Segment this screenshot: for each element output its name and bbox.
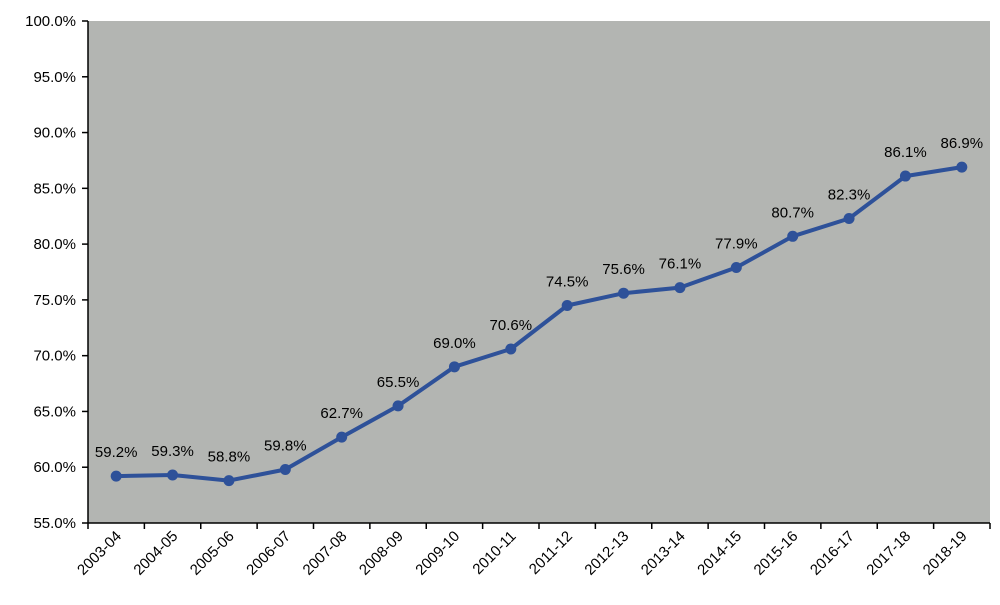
x-tick-label: 2006-07 bbox=[243, 528, 294, 579]
series-line bbox=[114, 165, 964, 483]
x-tick-label: 2007-08 bbox=[300, 528, 351, 579]
y-tick-label: 65.0% bbox=[33, 403, 76, 420]
x-tick-label: 2008-09 bbox=[356, 528, 407, 579]
y-tick-label: 85.0% bbox=[33, 180, 76, 197]
data-label: 74.5% bbox=[546, 273, 589, 290]
y-tick-label: 95.0% bbox=[33, 69, 76, 86]
data-label: 70.6% bbox=[490, 317, 533, 334]
x-axis: 2003-04 2004-05 2005-06 2006-07 2007-08 2008-… bbox=[74, 522, 991, 579]
x-tick-label: 2015-16 bbox=[751, 528, 802, 579]
y-axis: 55.0% 60.0% 65.0% 70.0% 75.0% 80.0% 85.0% 90.0%… bbox=[25, 13, 89, 532]
data-point bbox=[223, 475, 235, 487]
data-point bbox=[448, 361, 460, 373]
data-label: 69.0% bbox=[433, 335, 476, 352]
data-point bbox=[167, 469, 179, 481]
x-tick-label: 2009-10 bbox=[412, 528, 463, 579]
data-point bbox=[279, 463, 291, 475]
data-point bbox=[618, 287, 630, 299]
y-tick-label: 70.0% bbox=[33, 348, 76, 365]
series-line-group bbox=[110, 161, 968, 487]
data-point bbox=[843, 212, 855, 224]
x-tick-label: 2016-17 bbox=[807, 528, 858, 579]
x-tick-label: 2014-15 bbox=[694, 528, 745, 579]
y-tick-label: 75.0% bbox=[33, 292, 76, 309]
data-point bbox=[730, 262, 742, 274]
data-point bbox=[956, 161, 968, 173]
data-label: 86.1% bbox=[884, 144, 927, 161]
data-label: 76.1% bbox=[659, 256, 702, 273]
plot-area bbox=[88, 21, 990, 523]
data-point bbox=[392, 400, 404, 412]
data-label: 62.7% bbox=[320, 405, 363, 422]
data-point bbox=[899, 170, 911, 182]
data-point bbox=[787, 230, 799, 242]
y-tick-label: 80.0% bbox=[33, 236, 76, 253]
x-tick-label: 2004-05 bbox=[130, 528, 181, 579]
data-label: 59.8% bbox=[264, 437, 307, 454]
data-label: 82.3% bbox=[828, 186, 871, 203]
x-tick-label: 2003-04 bbox=[74, 528, 125, 579]
y-tick-label: 55.0% bbox=[33, 515, 76, 532]
data-label: 58.8% bbox=[208, 449, 251, 466]
x-tick-label: 2010-11 bbox=[469, 528, 519, 578]
x-tick-label: 2013-14 bbox=[638, 528, 689, 579]
data-point bbox=[561, 299, 573, 311]
data-label: 75.6% bbox=[602, 261, 645, 278]
x-tick-label: 2018-19 bbox=[920, 528, 971, 579]
data-label: 77.9% bbox=[715, 236, 758, 253]
data-label: 59.3% bbox=[151, 443, 194, 460]
data-label: 65.5% bbox=[377, 374, 420, 391]
x-tick-label: 2012-13 bbox=[581, 528, 632, 579]
data-point bbox=[674, 282, 686, 294]
y-tick-label: 100.0% bbox=[25, 13, 76, 30]
x-tick-label: 2017-18 bbox=[863, 528, 914, 579]
data-label: 59.2% bbox=[95, 444, 138, 461]
x-tick-label: 2005-06 bbox=[187, 528, 238, 579]
data-point bbox=[110, 470, 122, 482]
x-tick-label: 2011-12 bbox=[526, 528, 576, 578]
data-labels: 59.2% 59.3% 58.8% 59.8% 62.7% 65.5% 69.0% 70.6%… bbox=[95, 135, 983, 465]
y-tick-label: 60.0% bbox=[33, 459, 76, 476]
y-tick-label: 90.0% bbox=[33, 125, 76, 142]
data-point bbox=[336, 431, 348, 443]
data-label: 86.9% bbox=[941, 135, 984, 152]
data-label: 80.7% bbox=[771, 204, 814, 221]
data-point bbox=[505, 343, 517, 355]
